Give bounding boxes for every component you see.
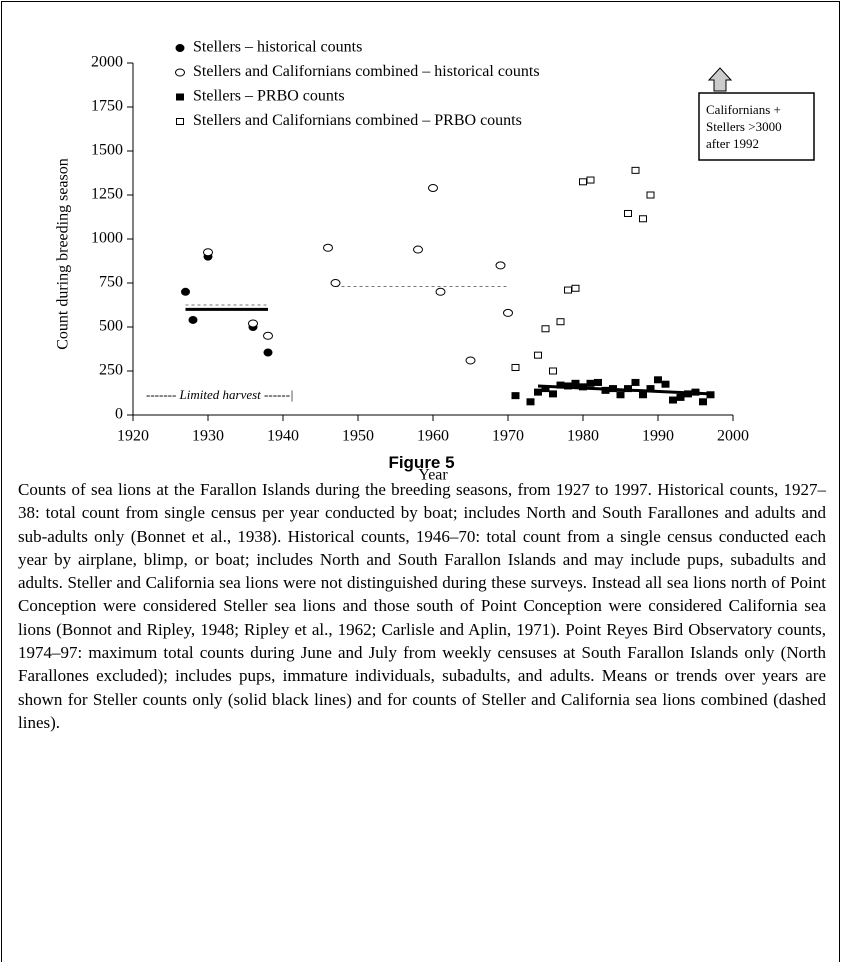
point (706, 391, 715, 399)
x-tick-label: 1970 (492, 428, 524, 445)
y-tick-label: 1250 (91, 186, 123, 203)
y-tick-label: 1500 (91, 142, 123, 159)
legend-marker (175, 44, 185, 52)
point (654, 376, 662, 384)
point (616, 391, 625, 399)
point (624, 385, 632, 393)
x-tick-label: 1980 (567, 428, 599, 445)
point (181, 287, 190, 296)
point (534, 388, 542, 396)
x-tick-label: 2000 (717, 428, 749, 445)
point (435, 287, 446, 296)
annotation-text: Stellers >3000 (706, 119, 782, 134)
legend-marker (175, 68, 185, 77)
point (503, 308, 513, 317)
arrow (707, 67, 733, 92)
point (646, 385, 655, 393)
point (631, 378, 640, 386)
point (549, 367, 557, 375)
y-axis-label: Count during breeding season (55, 158, 72, 350)
point (511, 363, 520, 371)
point (413, 245, 423, 254)
point (564, 382, 572, 390)
point (323, 243, 333, 252)
y-tick-label: 500 (99, 318, 123, 335)
point (579, 383, 587, 391)
point (579, 178, 587, 186)
x-tick-label: 1960 (417, 428, 449, 445)
x-axis-label: Year (418, 467, 448, 484)
point (564, 286, 572, 294)
legend-label: Stellers – PRBO counts (193, 88, 345, 105)
point (631, 166, 640, 174)
point (676, 393, 685, 401)
y-tick-label: 1000 (91, 230, 123, 247)
point (556, 318, 565, 326)
point (263, 331, 273, 340)
annotation-text: after 1992 (706, 136, 759, 151)
annotation-box (698, 92, 815, 161)
point (661, 380, 670, 388)
y-tick-label: 2000 (91, 54, 123, 71)
point (669, 396, 677, 404)
x-tick-label: 1940 (267, 428, 299, 445)
y-tick-label: 0 (115, 406, 123, 423)
x-tick-label: 1990 (642, 428, 674, 445)
annotation-text: Californians + (706, 102, 781, 117)
point (556, 381, 565, 389)
x-tick-label: 1950 (342, 428, 374, 445)
point (330, 279, 341, 287)
annotation: ------- Limited harvest ------| (146, 387, 294, 402)
y-tick-label: 750 (99, 274, 123, 291)
caption: Counts of sea lions at the Farallon Isla… (18, 480, 826, 732)
point (428, 183, 438, 192)
legend-marker (176, 118, 184, 125)
legend-label: Stellers – historical counts (193, 39, 362, 56)
point (526, 398, 535, 406)
point (699, 398, 707, 406)
point (549, 390, 557, 398)
point (594, 378, 602, 386)
legend-label: Stellers and Californians combined – his… (193, 63, 540, 80)
point (684, 390, 692, 398)
point (541, 385, 550, 393)
point (511, 392, 520, 400)
x-tick-label: 1930 (192, 428, 224, 445)
point (188, 315, 198, 324)
point (639, 215, 647, 223)
point (541, 325, 550, 333)
point (571, 379, 580, 387)
figure-label: Figure 5 (388, 453, 455, 472)
point (639, 391, 647, 399)
chart: Year 0 250 500 750 1000 1250 1500 1750 2000 1920 1… (55, 39, 815, 484)
y-tick-label: 1750 (91, 98, 123, 115)
point (586, 379, 595, 387)
point (609, 385, 617, 393)
y-tick-label: 250 (99, 362, 123, 379)
point (465, 356, 476, 365)
point (691, 388, 700, 396)
point (263, 348, 273, 357)
point (534, 351, 542, 359)
point (601, 386, 610, 394)
point (495, 261, 506, 270)
point (248, 319, 258, 328)
point (203, 248, 213, 257)
point (646, 191, 655, 199)
point (624, 209, 632, 217)
point (571, 284, 580, 292)
legend-marker (176, 93, 184, 101)
point (586, 176, 595, 184)
legend-label: Stellers and Californians combined – PRB… (193, 112, 522, 129)
x-tick-label: 1920 (117, 428, 149, 445)
